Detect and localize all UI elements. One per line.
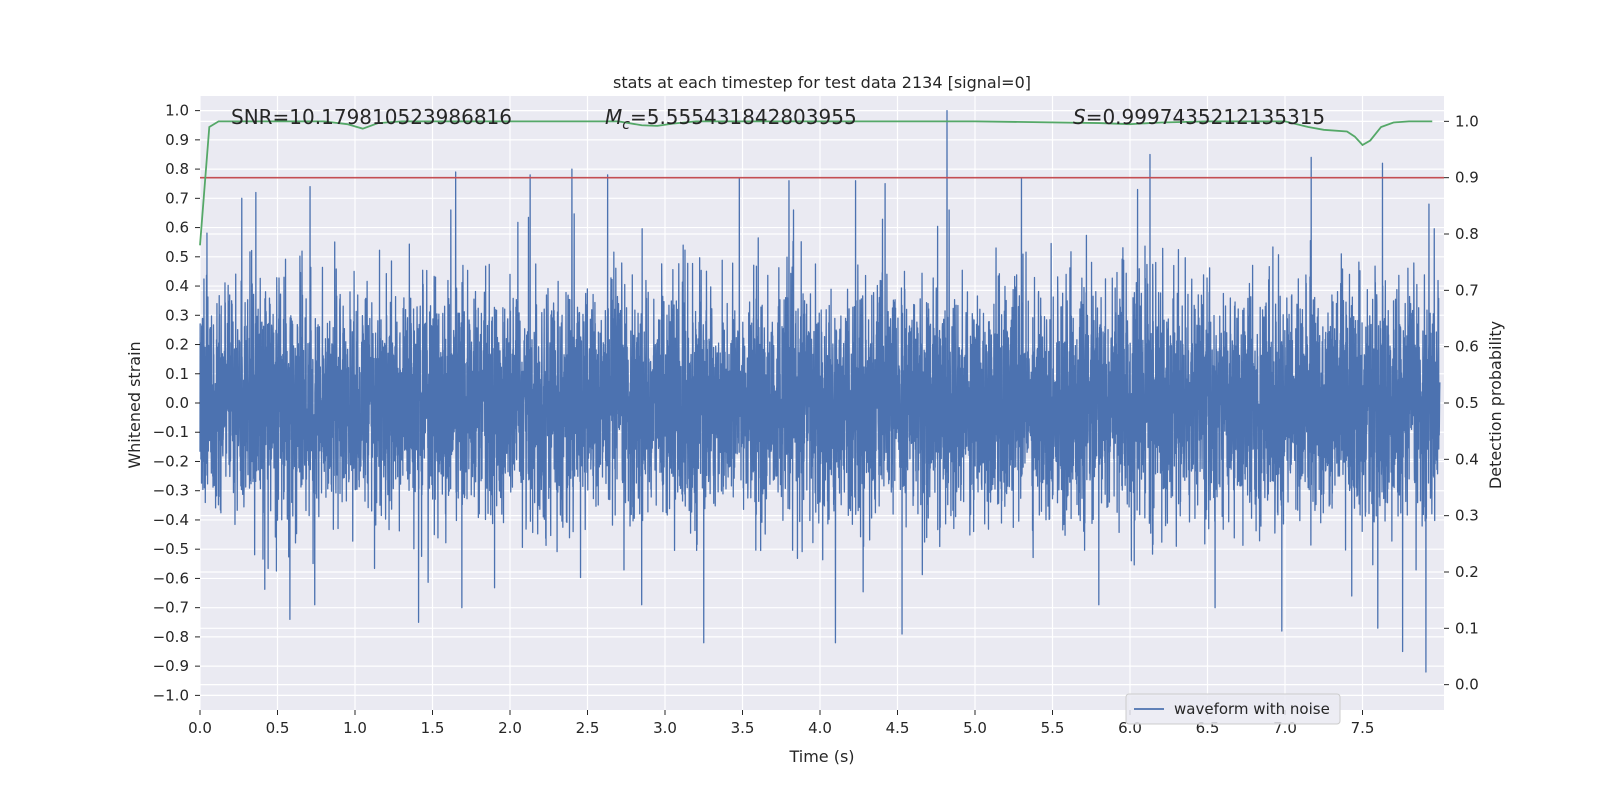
y2-tick-label: 0.1	[1455, 619, 1479, 637]
y-tick-label: 0.4	[165, 277, 189, 295]
y2-tick-label: 0.7	[1455, 281, 1479, 299]
snr-annotation: SNR=10.179810523986816	[231, 105, 512, 129]
score-symbol: S	[1073, 105, 1086, 129]
x-axis-label: Time (s)	[788, 747, 854, 766]
waveform-series	[199, 109, 1441, 673]
y-axis-label: Whitened strain	[125, 341, 144, 468]
score-value: =0.9997435212135315	[1086, 105, 1325, 129]
y2-tick-label: 0.0	[1455, 676, 1479, 694]
x-tick-label: 1.0	[343, 719, 367, 737]
legend-box	[1125, 693, 1341, 725]
y-tick-label: −1.0	[153, 686, 189, 704]
y-tick-label: −0.7	[153, 599, 189, 617]
y2-tick-label: 0.6	[1455, 338, 1479, 356]
x-tick-label: 2.0	[498, 719, 522, 737]
y-tick-label: 0.6	[165, 219, 189, 237]
y-tick-label: 0.7	[165, 189, 189, 207]
x-tick-label: 4.0	[808, 719, 832, 737]
waveform-line	[199, 109, 1441, 673]
chirp-mass-symbol: M	[605, 105, 622, 129]
y2-tick-label: 1.0	[1455, 112, 1479, 130]
y-tick-label: 0.5	[165, 248, 189, 266]
x-tick-label: 0.5	[266, 719, 290, 737]
y-tick-label: −0.1	[153, 423, 189, 441]
chart-title: stats at each timestep for test data 213…	[613, 73, 1031, 92]
probability-series	[199, 120, 1444, 246]
x-tick-label: 2.5	[576, 719, 600, 737]
y-tick-label: −0.8	[153, 628, 189, 646]
y-tick-label: 0.3	[165, 306, 189, 324]
y-tick-label: 0.2	[165, 336, 189, 354]
chirp-mass-subscript: c	[622, 117, 630, 133]
legend: waveform with noise	[1125, 693, 1341, 725]
y-tick-label: −0.4	[153, 511, 189, 529]
legend-label-waveform: waveform with noise	[1174, 700, 1330, 718]
y-tick-label: −0.2	[153, 452, 189, 470]
probability-line	[199, 120, 1433, 246]
y-tick-label: −0.3	[153, 482, 189, 500]
y-tick-label: −0.9	[153, 657, 189, 675]
x-tick-label: 5.5	[1041, 719, 1065, 737]
y-tick-label: 0.8	[165, 160, 189, 178]
x-axis-ticks: 0.0 0.5 1.0 1.5 2.0 2.5 3.0 3.5 4.0 4.5 5.0 5.5 6.0 6…	[188, 710, 1374, 737]
chirp-mass-value: =5.555431842803955	[630, 105, 857, 129]
x-tick-label: 5.0	[963, 719, 987, 737]
y-tick-label: 0.9	[165, 131, 189, 149]
x-tick-label: 3.5	[731, 719, 755, 737]
y2-tick-label: 0.9	[1455, 169, 1479, 187]
y2-tick-label: 0.3	[1455, 507, 1479, 525]
y2-tick-label: 0.2	[1455, 563, 1479, 581]
y-tick-label: −0.6	[153, 569, 189, 587]
score-annotation: S=0.9997435212135315	[1073, 105, 1325, 129]
y-tick-label: −0.5	[153, 540, 189, 558]
y-tick-label: 0.1	[165, 365, 189, 383]
y-axis-ticks: −1.0 −0.9 −0.8 −0.7 −0.6 −0.5 −0.4 −0.3 −0.2 −0.1…	[153, 102, 200, 704]
y2-tick-label: 0.5	[1455, 394, 1479, 412]
x-tick-label: 3.0	[653, 719, 677, 737]
x-tick-label: 7.5	[1351, 719, 1375, 737]
x-tick-label: 0.0	[188, 719, 212, 737]
chirp-mass-annotation: Mc=5.555431842803955	[605, 105, 857, 133]
y2-tick-label: 0.4	[1455, 450, 1479, 468]
y2-tick-label: 0.8	[1455, 225, 1479, 243]
y-tick-label: 0.0	[165, 394, 189, 412]
y-tick-label: 1.0	[165, 102, 189, 120]
x-tick-label: 4.5	[886, 719, 910, 737]
x-tick-label: 1.5	[421, 719, 445, 737]
y2-axis-ticks: 0.0 0.1 0.2 0.3 0.4 0.5 0.6 0.7 0.8 0.9 1.0	[1444, 112, 1479, 694]
y2-axis-label: Detection probability	[1486, 321, 1505, 489]
